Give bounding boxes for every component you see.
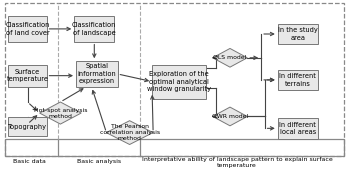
Polygon shape [213,48,247,67]
Text: In the study
area: In the study area [278,27,317,41]
FancyBboxPatch shape [74,16,114,42]
FancyBboxPatch shape [9,65,47,87]
Text: GWR model: GWR model [212,114,248,119]
FancyBboxPatch shape [152,65,206,99]
Text: Exploration of the
optimal analytical
window granularity: Exploration of the optimal analytical wi… [147,71,211,92]
Text: Topography: Topography [8,124,47,130]
Polygon shape [40,102,81,124]
FancyBboxPatch shape [278,70,318,90]
Text: Classification
of landscape: Classification of landscape [72,22,116,36]
Text: Classification
of land cover: Classification of land cover [5,22,50,36]
Text: The Pearson
correlation analysis
method: The Pearson correlation analysis method [99,124,160,141]
Text: In different
terrains: In different terrains [279,73,316,87]
Polygon shape [213,107,247,126]
FancyBboxPatch shape [9,117,47,136]
Text: Basic data: Basic data [13,159,47,164]
Text: Hot-spot analysis
method: Hot-spot analysis method [34,108,87,118]
Text: OLS model: OLS model [213,55,247,60]
FancyBboxPatch shape [76,61,118,87]
Text: Spatial
information
expression: Spatial information expression [77,63,116,84]
Polygon shape [106,121,153,144]
Text: In different
local areas: In different local areas [279,122,316,135]
Text: Interpretative ability of landscape pattern to explain surface
temperature: Interpretative ability of landscape patt… [142,157,332,168]
Text: Surface
temperature: Surface temperature [6,69,49,82]
Text: Basic analysis: Basic analysis [77,159,121,164]
FancyBboxPatch shape [9,16,47,42]
FancyBboxPatch shape [278,118,318,139]
FancyBboxPatch shape [278,24,318,44]
